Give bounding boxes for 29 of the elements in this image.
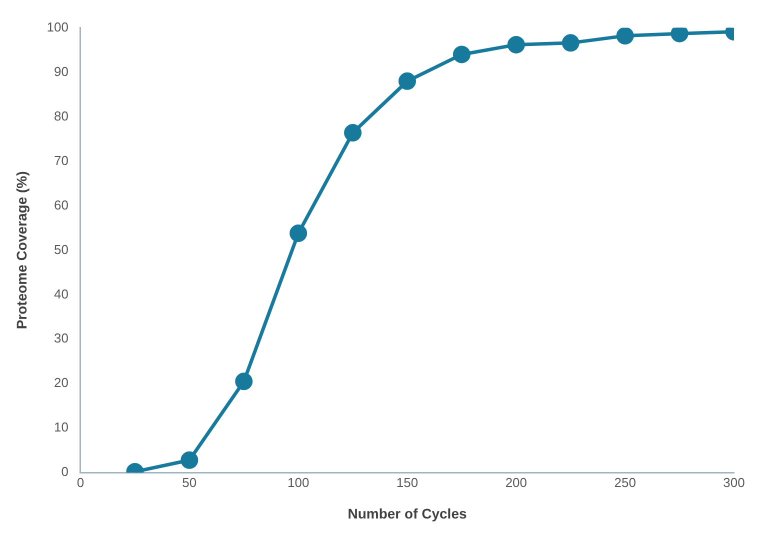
point [507,36,525,54]
y-tick-label: 10 [54,420,68,435]
y-tick-label: 90 [54,64,68,79]
point [616,28,634,45]
x-tick-label: 50 [182,474,197,490]
y-tick-label: 100 [46,19,68,34]
y-tick-label: 80 [54,108,68,124]
x-tick-label: 200 [505,474,528,490]
y-tick-label: 40 [54,286,68,302]
point [235,372,253,390]
y-tick-label: 20 [54,375,68,390]
point [344,124,362,142]
point [562,34,580,52]
x-tick-label: 150 [396,474,418,490]
x-tick-label: 250 [614,474,636,490]
x-axis-title: Number of Cycles [348,505,467,522]
y-tick-label: 30 [54,330,68,346]
point [180,451,198,469]
point [398,72,416,90]
y-tick-label: 50 [54,242,68,257]
y-axis-title: Proteome Coverage (%) [13,171,30,330]
x-tick-label: 300 [723,474,745,490]
x-tick-label: 0 [76,474,84,490]
y-tick-label: 60 [54,197,68,212]
point [290,224,308,242]
y-tick-label: 70 [54,152,68,168]
y-tick-label: 0 [61,464,68,480]
x-tick-label: 100 [287,474,310,490]
point [452,46,470,64]
